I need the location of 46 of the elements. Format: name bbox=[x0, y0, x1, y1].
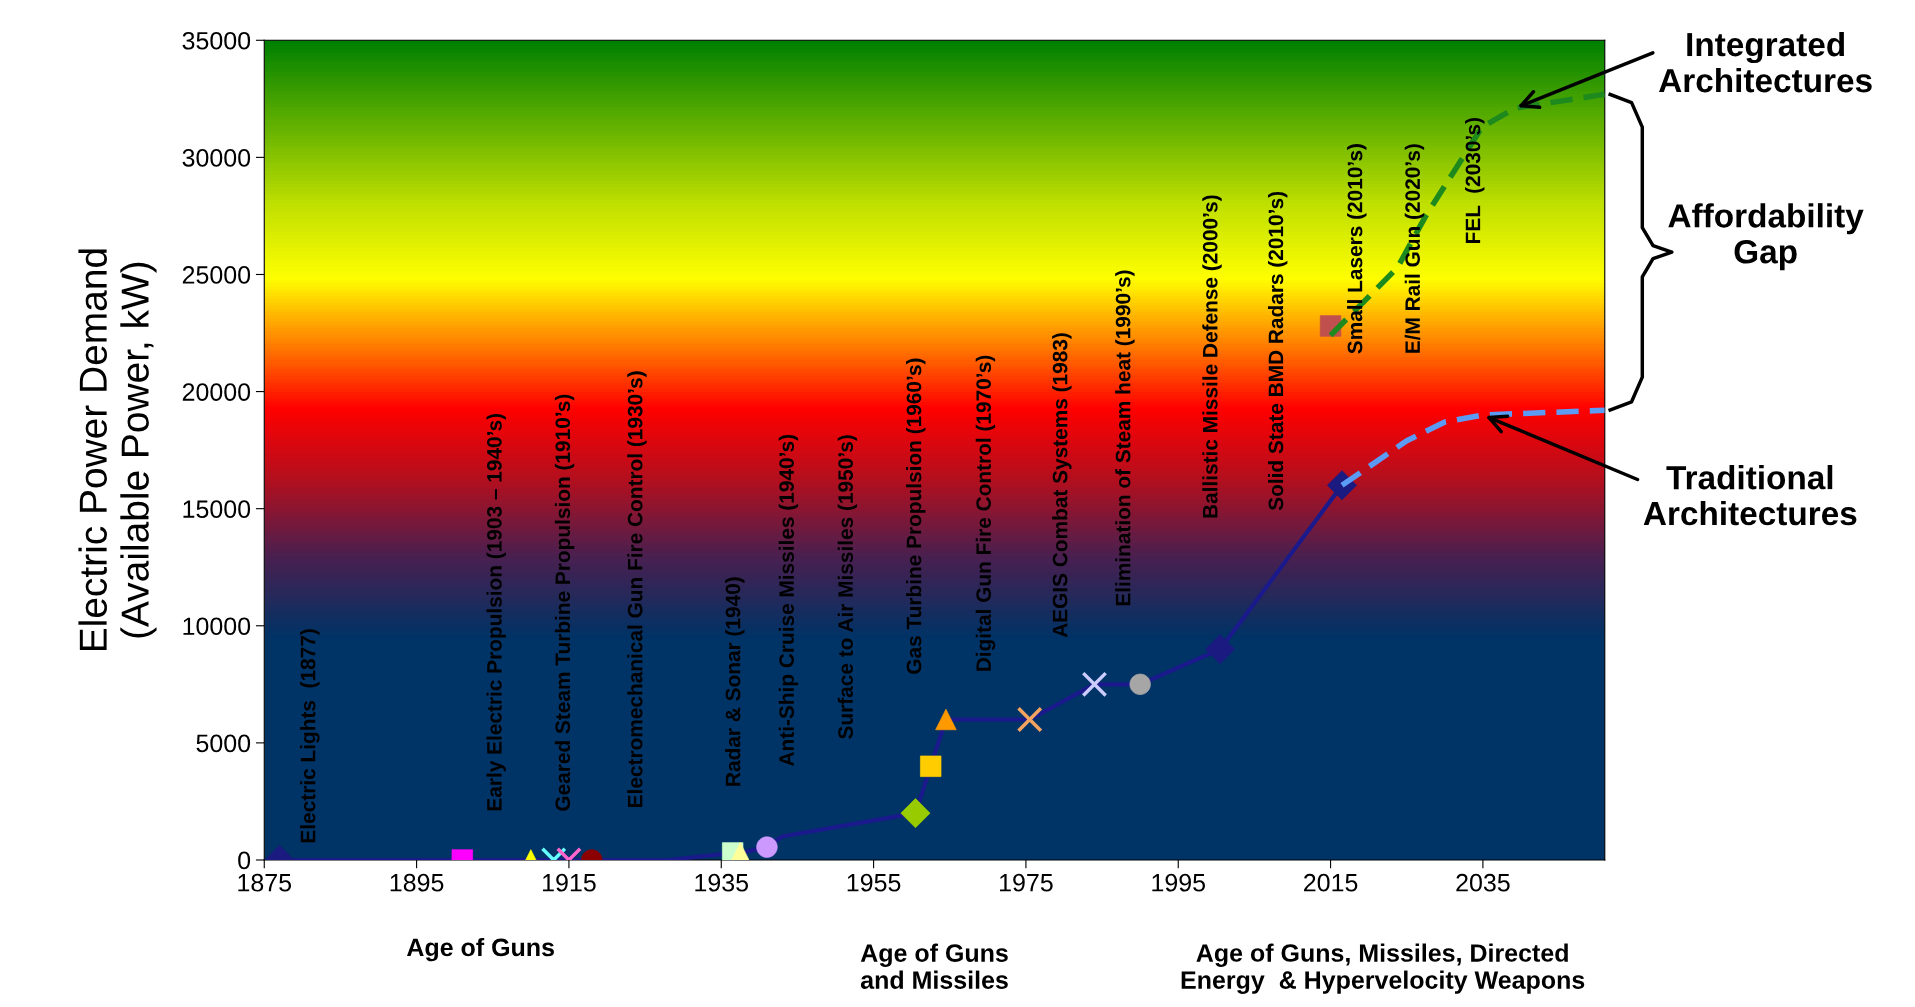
annotation: Early Electric Propulsion (1903 – 1940’s) bbox=[486, 413, 506, 811]
x-tick-label: 1915 bbox=[543, 873, 596, 892]
y-tick-label: 30000 bbox=[182, 148, 251, 167]
annotation: Small Lasers (2010’s) bbox=[1347, 144, 1367, 354]
text: Age of Guns bbox=[406, 937, 554, 962]
point bbox=[1129, 673, 1151, 695]
point bbox=[756, 836, 778, 858]
x-tick-label: 1955 bbox=[847, 873, 901, 892]
point bbox=[900, 798, 931, 829]
text: Affordability Gap bbox=[1668, 203, 1864, 271]
x-tick-label: 2015 bbox=[1304, 873, 1358, 892]
annotation: FEL (2030’s) bbox=[1465, 118, 1485, 243]
x-tick-label: 2035 bbox=[1456, 873, 1510, 892]
annotation: Traditional Architectures bbox=[1643, 464, 1857, 526]
y-tick-label: 20000 bbox=[182, 383, 251, 401]
y-tick-label: 35000 bbox=[182, 31, 251, 50]
annotation: Radar & Sonar (1940) bbox=[725, 577, 745, 786]
annotation: Anti-Ship Cruise Missiles (1940’s) bbox=[778, 434, 799, 767]
y-tick-label: 5000 bbox=[196, 734, 251, 753]
x-tick-label: 1875 bbox=[238, 873, 292, 892]
annotation: Electric Lights (1877) bbox=[300, 629, 320, 843]
annotation: Integrated Architectures bbox=[1659, 31, 1872, 93]
annotation: Ballistic Missile Defense (2000’s) bbox=[1202, 195, 1222, 518]
annotation: Solid State BMD Radars (2010’s) bbox=[1267, 191, 1288, 511]
text: Age of Guns, Missiles, Directed Energy & Hypervelocity Weapons bbox=[1181, 943, 1585, 994]
y-tick-label: 15000 bbox=[183, 500, 251, 518]
annotation: Surface to Air Missiles (1950’s) bbox=[837, 435, 858, 739]
point bbox=[1205, 634, 1236, 665]
annotation: Digital Gun Fire Control (1970’s) bbox=[975, 355, 996, 671]
x-tick-label: 1995 bbox=[1152, 873, 1206, 892]
x-tick-label: 1975 bbox=[1000, 873, 1053, 892]
y-axis-title: Electric Power Demand (Available Power, kW) bbox=[78, 249, 157, 651]
annotation: Geared Steam Turbine Propulsion (1910’s) bbox=[554, 394, 575, 811]
y-tick-label: 0 bbox=[238, 851, 251, 870]
point bbox=[935, 708, 957, 731]
annotation: Elimination of Steam heat (1990’s) bbox=[1115, 270, 1135, 606]
point bbox=[920, 755, 942, 777]
text: Age of Guns and Missiles bbox=[860, 943, 1008, 989]
annotation: Electromechanical Gun Fire Control (1930’s) bbox=[627, 371, 647, 807]
y-tick-label: 10000 bbox=[183, 617, 251, 636]
x-tick-label: 1935 bbox=[695, 873, 749, 892]
x-tick-label: 1895 bbox=[390, 873, 444, 892]
annotation: AEGIS Combat Systems (1983) bbox=[1052, 333, 1072, 638]
annotation: Gas Turbine Propulsion (1960’s) bbox=[906, 358, 926, 674]
y-tick-label: 25000 bbox=[182, 266, 251, 284]
annotation: E/M Rail Gun (2020’s) bbox=[1404, 144, 1425, 353]
